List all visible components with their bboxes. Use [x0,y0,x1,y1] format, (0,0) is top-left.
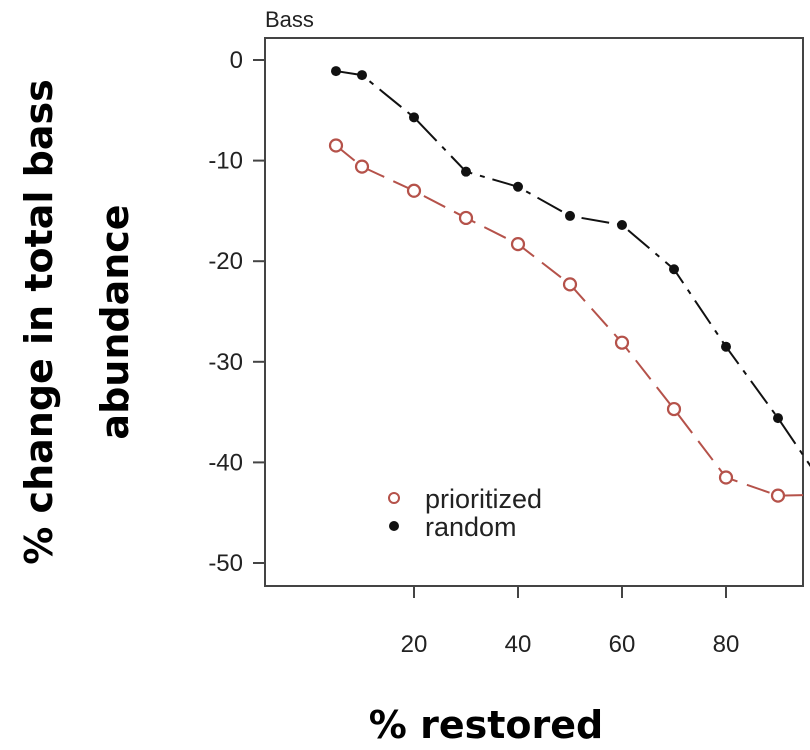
series-layer [328,66,810,503]
data-point-random [461,166,471,177]
x-tick-label: 20 [401,631,428,658]
y-tick-label: -40 [208,449,243,476]
y-tick-label: -30 [208,349,243,376]
x-axis-title: % restored [369,703,603,747]
data-point-random [565,210,575,221]
plot-frame [264,37,804,587]
y-axis-title-line-1: % change in total bass [17,79,61,565]
data-point-prioritized [406,183,422,198]
data-point-prioritized [510,236,526,252]
x-tick-label: 40 [505,631,532,658]
data-point-random [773,413,783,424]
data-point-prioritized [666,401,682,417]
chart-title: Bass [265,7,314,32]
y-axis: 0 -10 -20 -30 -40 -50 [208,47,265,577]
legend-label-prioritized: prioritized [425,484,542,514]
legend-marker-random [389,521,399,531]
data-point-random [513,181,523,192]
series-prioritized [328,138,810,503]
data-point-prioritized [718,470,734,485]
data-point-random [669,264,679,275]
series-line-prioritized [335,144,810,497]
y-tick-label: -20 [208,248,243,275]
data-point-random [617,219,627,230]
legend: prioritized random [388,484,542,542]
legend-marker-prioritized [388,492,400,504]
x-tick-label: 80 [713,631,740,658]
x-tick-label: 60 [609,631,636,658]
legend-label-random: random [425,512,517,542]
data-point-random [721,341,731,352]
y-axis-title-line-2: abundance [93,204,137,439]
data-point-prioritized [458,210,474,226]
data-point-prioritized [562,277,578,292]
data-point-prioritized [614,335,630,350]
x-axis: 20406080100 [401,586,810,658]
data-point-random [331,66,341,77]
y-tick-label: 0 [230,47,243,74]
series-random [331,66,810,467]
data-point-random [357,70,367,81]
data-point-prioritized [354,159,370,174]
y-tick-label: -50 [208,550,243,577]
y-tick-label: -10 [208,148,243,175]
data-point-random [409,112,419,123]
data-point-prioritized [328,138,344,153]
data-point-prioritized [770,488,786,503]
